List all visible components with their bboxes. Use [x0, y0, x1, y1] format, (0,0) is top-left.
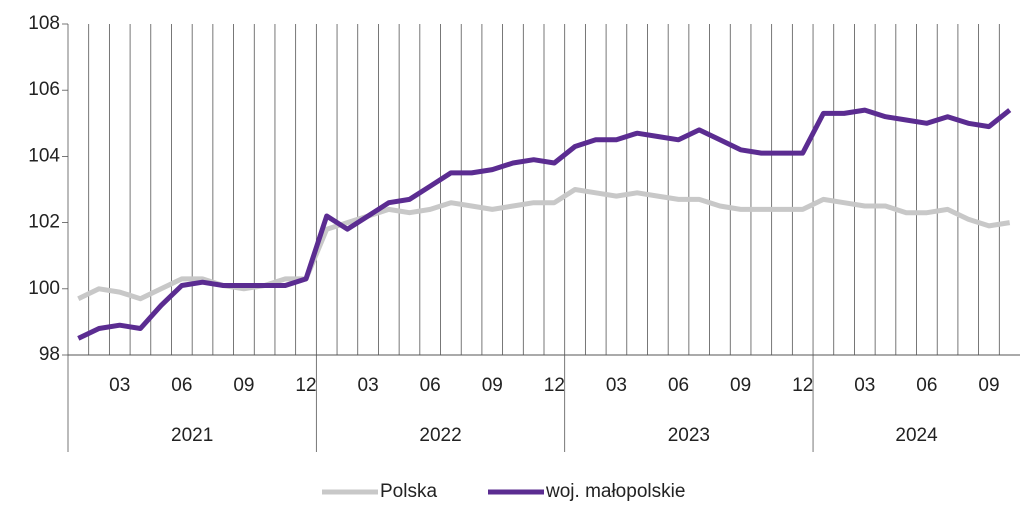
group-label: 2022 — [419, 425, 461, 446]
series-line — [77, 107, 1012, 341]
legend-label: Polska — [380, 481, 437, 502]
x-tick-label: 12 — [295, 375, 316, 396]
x-tick-label: 12 — [544, 375, 565, 396]
y-tick-label: 102 — [28, 212, 60, 233]
x-tick-label: 03 — [606, 375, 627, 396]
x-tick-label: 12 — [792, 375, 813, 396]
x-tick-label: 09 — [730, 375, 751, 396]
x-tick-label: 09 — [233, 375, 254, 396]
x-tick-label: 06 — [420, 375, 441, 396]
x-tick-label: 03 — [854, 375, 875, 396]
group-label: 2021 — [171, 425, 213, 446]
x-tick-label: 03 — [109, 375, 130, 396]
x-tick-label: 09 — [978, 375, 999, 396]
y-tick-label: 104 — [28, 145, 60, 166]
y-tick-label: 108 — [28, 13, 60, 34]
x-tick-label: 06 — [668, 375, 689, 396]
legend-label: woj. małopolskie — [545, 481, 685, 502]
x-tick-label: 09 — [482, 375, 503, 396]
y-tick-label: 98 — [39, 344, 60, 365]
y-tick-label: 106 — [28, 79, 60, 100]
x-tick-label: 06 — [916, 375, 937, 396]
y-tick-label: 100 — [28, 278, 60, 299]
x-tick-label: 03 — [358, 375, 379, 396]
x-tick-label: 06 — [171, 375, 192, 396]
group-label: 2024 — [895, 425, 938, 446]
group-label: 2023 — [668, 425, 710, 446]
